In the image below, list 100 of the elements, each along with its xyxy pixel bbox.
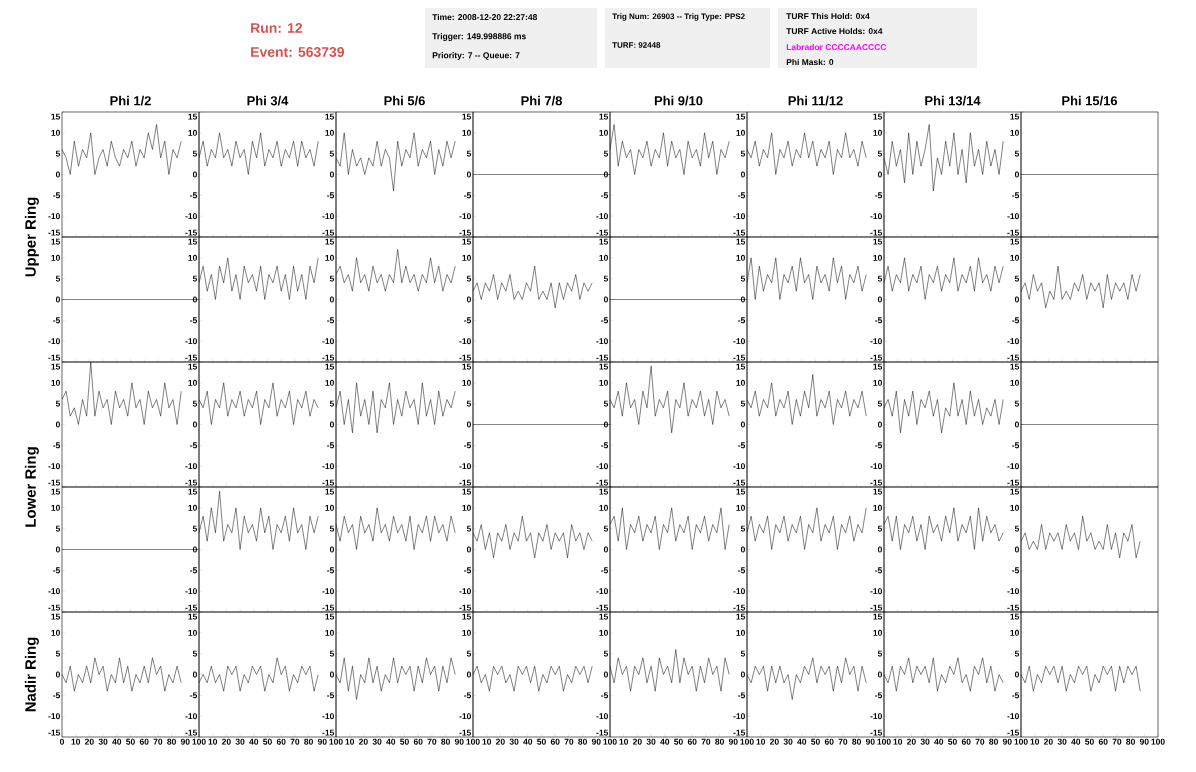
x-tick-label: 50 <box>948 738 957 745</box>
x-tick-label: 10 <box>893 738 903 745</box>
y-tick-label: 5 <box>466 650 472 657</box>
y-tick-label: 15 <box>873 363 883 370</box>
y-tick-label: -15 <box>48 729 61 736</box>
y-tick-label: 15 <box>599 113 609 120</box>
y-tick-label: 15 <box>873 238 883 245</box>
x-tick-label: 70 <box>1112 738 1122 745</box>
y-tick-label: 5 <box>55 400 61 407</box>
x-tick-label: 40 <box>249 738 259 745</box>
x-tick-label: 30 <box>98 738 108 745</box>
y-tick-label: -10 <box>733 713 745 720</box>
y-tick-label: 5 <box>877 525 883 532</box>
y-tick-label: 15 <box>599 363 609 370</box>
y-tick-label: -10 <box>459 463 471 470</box>
y-tick-label: 5 <box>55 650 61 657</box>
x-tick-label: 70 <box>564 738 574 745</box>
y-tick-label: 5 <box>192 650 198 657</box>
x-tick-label: 10 <box>1030 738 1040 745</box>
y-tick-label: 10 <box>462 629 471 636</box>
x-tick-label: 60 <box>824 738 834 745</box>
y-tick-label: -5 <box>738 317 746 324</box>
y-tick-label: -5 <box>464 692 472 699</box>
x-tick-label: 100 <box>466 738 480 745</box>
y-tick-label: -15 <box>733 604 746 611</box>
y-tick-label: -5 <box>53 567 61 574</box>
y-tick-label: 5 <box>603 650 609 657</box>
y-tick-label: 5 <box>55 525 61 532</box>
text: Event: 563739 <box>251 47 345 57</box>
y-tick-label: 15 <box>51 613 61 620</box>
y-tick-label: -5 <box>1012 442 1020 449</box>
y-tick-label: -15 <box>1007 729 1020 736</box>
y-tick-label: 0 <box>740 171 745 178</box>
y-tick-label: 0 <box>603 171 608 178</box>
x-tick-label: 70 <box>701 738 711 745</box>
text: TURF Active Holds: 0x4 <box>786 27 883 35</box>
y-tick-label: 10 <box>736 254 745 261</box>
y-tick-label: 5 <box>1014 400 1020 407</box>
y-tick-label: 5 <box>192 400 198 407</box>
y-tick-label: -10 <box>870 338 882 345</box>
y-tick-label: -15 <box>1007 604 1020 611</box>
x-tick-label: 60 <box>139 738 149 745</box>
y-tick-label: -15 <box>185 479 198 486</box>
y-tick-label: -15 <box>459 729 472 736</box>
y-tick-label: 0 <box>55 296 60 303</box>
y-tick-label: 0 <box>329 671 334 678</box>
y-tick-label: -15 <box>459 479 472 486</box>
y-tick-label: -10 <box>870 588 882 595</box>
y-tick-label: -5 <box>875 692 883 699</box>
y-tick-label: -5 <box>464 192 472 199</box>
y-tick-label: 10 <box>736 629 745 636</box>
y-tick-label: -5 <box>738 192 746 199</box>
x-tick-label: 20 <box>1044 738 1053 745</box>
y-tick-label: 5 <box>329 400 335 407</box>
x-tick-label: 50 <box>126 738 135 745</box>
y-tick-label: 10 <box>51 629 60 636</box>
x-tick-label: 20 <box>770 738 779 745</box>
y-tick-label: 0 <box>603 671 608 678</box>
y-tick-label: -10 <box>322 713 334 720</box>
x-tick-label: 10 <box>345 738 355 745</box>
y-tick-label: -10 <box>596 213 608 220</box>
y-tick-label: 0 <box>55 171 60 178</box>
y-tick-label: -10 <box>733 463 745 470</box>
y-tick-label: 5 <box>740 150 746 157</box>
y-tick-label: -15 <box>1007 479 1020 486</box>
y-tick-label: -5 <box>327 692 335 699</box>
y-tick-label: -15 <box>733 354 746 361</box>
y-tick-label: 0 <box>603 421 608 428</box>
x-tick-label: 30 <box>646 738 656 745</box>
y-tick-label: 15 <box>1010 238 1020 245</box>
y-tick-label: -5 <box>190 692 198 699</box>
y-tick-label: 0 <box>740 546 745 553</box>
y-tick-label: 0 <box>1014 171 1019 178</box>
y-tick-label: 0 <box>1014 546 1019 553</box>
y-tick-label: 5 <box>466 525 472 532</box>
chart-title: Phi 13/14 <box>925 95 981 106</box>
y-tick-label: -10 <box>1007 588 1019 595</box>
y-tick-label: 10 <box>325 129 334 136</box>
x-tick-label: 50 <box>400 738 409 745</box>
y-tick-label: -10 <box>185 213 197 220</box>
y-tick-label: 5 <box>55 150 61 157</box>
x-tick-label: 40 <box>660 738 670 745</box>
x-tick-label: 60 <box>1098 738 1108 745</box>
y-tick-label: -15 <box>596 479 609 486</box>
y-tick-label: -10 <box>48 588 60 595</box>
y-tick-label: 0 <box>55 671 60 678</box>
x-tick-label: 70 <box>153 738 163 745</box>
y-tick-label: -10 <box>185 463 197 470</box>
y-tick-label: 5 <box>603 400 609 407</box>
y-tick-label: -10 <box>322 463 334 470</box>
y-tick-label: 0 <box>603 296 608 303</box>
y-tick-label: -10 <box>1007 213 1019 220</box>
y-tick-label: 5 <box>1014 650 1020 657</box>
y-tick-label: -5 <box>738 567 746 574</box>
x-tick-label: 40 <box>112 738 122 745</box>
y-tick-label: -5 <box>53 692 61 699</box>
y-tick-label: 15 <box>736 238 746 245</box>
y-tick-label: 0 <box>877 671 882 678</box>
y-tick-label: 15 <box>873 113 883 120</box>
y-tick-label: 15 <box>325 488 335 495</box>
